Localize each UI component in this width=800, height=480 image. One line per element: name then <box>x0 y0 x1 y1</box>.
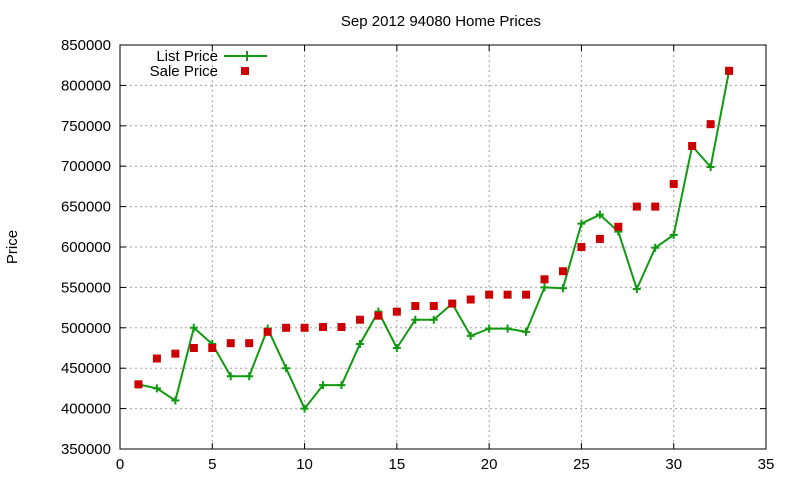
legend-marker-sale-price <box>241 67 249 75</box>
sale-price-point <box>669 179 678 188</box>
sale-price-point <box>282 323 291 332</box>
sale-price-point <box>725 66 734 75</box>
list-price-point <box>558 284 567 293</box>
legend-marker-list-price <box>242 51 252 61</box>
chart-title: Sep 2012 94080 Home Prices <box>341 13 541 30</box>
y-tick-label: 800000 <box>61 77 111 94</box>
x-tick-label: 0 <box>116 456 124 473</box>
sale-price-point <box>503 290 512 299</box>
list-price-point <box>319 381 328 390</box>
y-tick-label: 600000 <box>61 239 111 256</box>
list-price-point <box>485 324 494 333</box>
sale-price-point <box>134 380 143 389</box>
sale-price-point <box>392 307 401 316</box>
series-layer <box>134 66 734 413</box>
x-tick-label: 10 <box>296 456 313 473</box>
sale-price-point <box>632 202 641 211</box>
list-price-point <box>245 372 254 381</box>
list-price-point <box>503 324 512 333</box>
y-tick-label: 700000 <box>61 158 111 175</box>
y-tick-label: 500000 <box>61 320 111 337</box>
list-price-point <box>226 372 235 381</box>
sale-price-point <box>540 275 549 284</box>
list-price-point <box>651 243 660 252</box>
list-price-point <box>411 315 420 324</box>
list-price-point <box>152 384 161 393</box>
sale-price-point <box>522 290 531 299</box>
list-price-point <box>337 381 346 390</box>
x-tick-label: 25 <box>573 456 590 473</box>
y-axis-label: Price <box>4 230 21 264</box>
x-tick-label: 30 <box>665 456 682 473</box>
sale-price-point <box>651 202 660 211</box>
sale-price-point <box>263 327 272 336</box>
x-tick-label: 35 <box>758 456 775 473</box>
sale-price-point <box>337 322 346 331</box>
list-price-point <box>466 331 475 340</box>
sale-price-point <box>577 243 586 251</box>
list-price-point <box>522 327 531 336</box>
y-tick-label: 550000 <box>61 279 111 296</box>
list-price-point <box>669 230 678 239</box>
list-price-point <box>282 364 291 373</box>
list-price-point <box>577 219 586 228</box>
list-price-point <box>392 344 401 352</box>
sale-price-point <box>706 120 715 129</box>
sale-price-point <box>614 222 623 231</box>
sale-price-point <box>226 339 235 348</box>
y-tick-label: 450000 <box>61 360 111 377</box>
grid-layer <box>120 45 766 449</box>
y-tick-label: 400000 <box>61 401 111 418</box>
legend-label-list-price: List Price <box>156 48 218 65</box>
list-price-point <box>300 404 309 413</box>
sale-price-point <box>208 344 217 352</box>
sale-price-point <box>466 295 475 304</box>
x-tick-label: 20 <box>481 456 498 473</box>
x-tick-label: 15 <box>389 456 406 473</box>
sale-price-point <box>152 354 161 363</box>
y-tick-label: 650000 <box>61 199 111 216</box>
sale-price-point <box>411 301 420 310</box>
list-price-series-line <box>138 70 731 411</box>
sale-price-point <box>595 234 604 243</box>
sale-price-point <box>429 301 438 310</box>
list-price-point <box>189 323 198 332</box>
list-price-point <box>429 315 438 324</box>
x-tick-label: 5 <box>208 456 216 473</box>
sale-price-point <box>355 315 364 324</box>
y-tick-label: 350000 <box>61 441 111 458</box>
sale-price-point <box>245 339 254 348</box>
legend-label-sale-price: Sale Price <box>150 63 218 80</box>
sale-price-point <box>171 349 180 358</box>
y-tick-label: 750000 <box>61 118 111 135</box>
legend: List Price Sale Price <box>150 48 267 80</box>
sale-price-point <box>558 267 567 276</box>
list-price-point <box>632 285 641 294</box>
y-tick-label: 850000 <box>61 37 111 54</box>
sale-price-point <box>374 311 383 320</box>
sale-price-point <box>189 344 198 352</box>
list-price-point <box>595 210 604 219</box>
sale-price-point <box>688 142 697 150</box>
list-price-point <box>540 283 549 292</box>
list-price-point <box>355 339 364 348</box>
sale-price-point <box>319 322 328 331</box>
tick-layer: 0 5 10 15 20 25 30 35 350000 400000 450000 500000 55… <box>61 37 774 473</box>
sale-price-point <box>300 323 309 332</box>
sale-price-point <box>448 299 457 308</box>
list-price-point <box>706 163 715 172</box>
sale-price-point <box>485 290 494 299</box>
list-price-point <box>171 396 180 405</box>
